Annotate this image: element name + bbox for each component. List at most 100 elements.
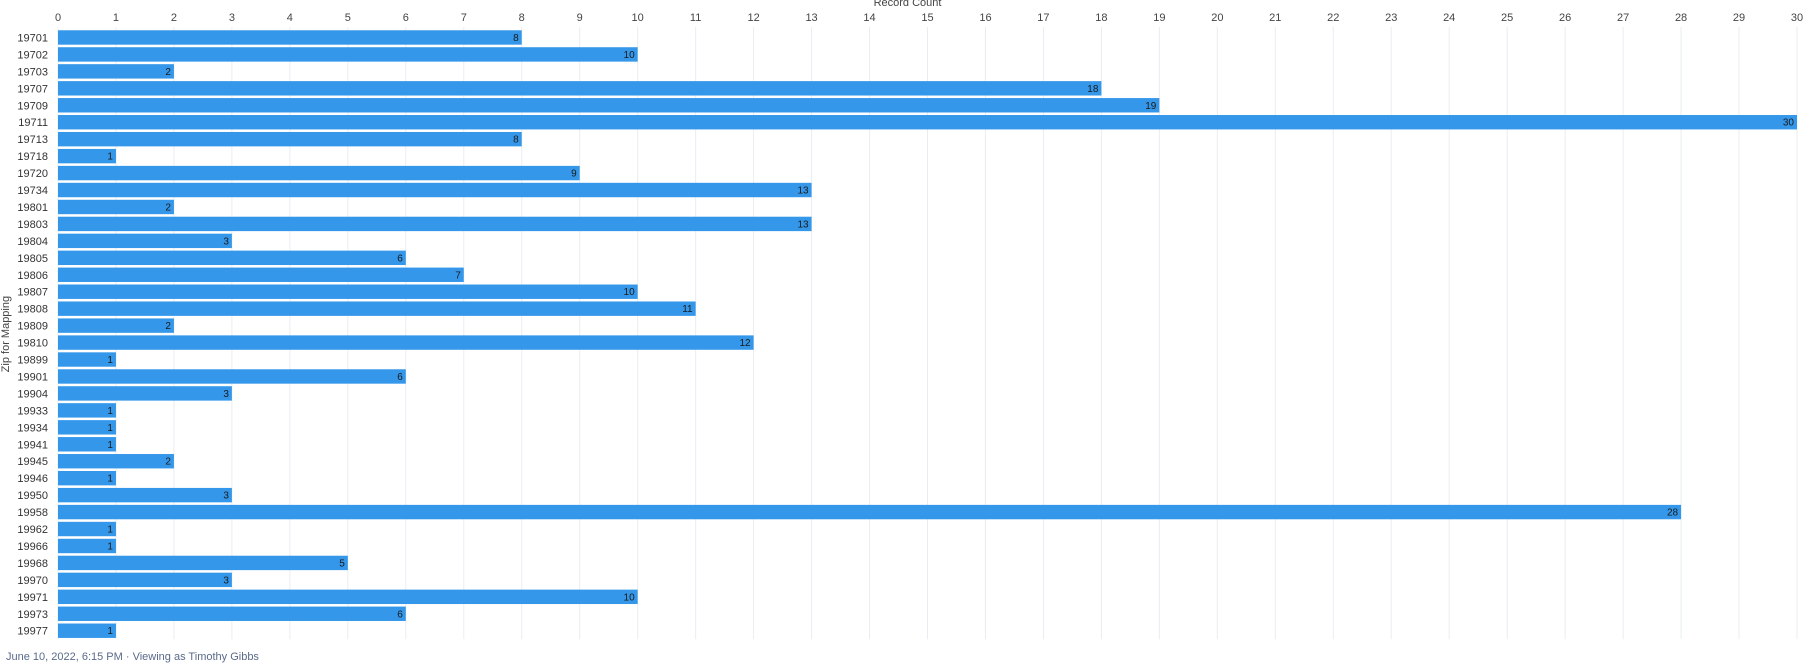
x-tick-label: 13: [805, 12, 817, 24]
data-label: 12: [739, 338, 751, 349]
category-label: 19899: [17, 355, 48, 367]
x-tick-label: 16: [979, 12, 991, 24]
data-label: 1: [107, 474, 113, 485]
bar[interactable]: [58, 572, 232, 588]
bar[interactable]: [58, 182, 812, 198]
bar[interactable]: [58, 30, 522, 45]
x-tick-label: 7: [461, 12, 467, 24]
category-label: 19968: [17, 558, 48, 570]
bar[interactable]: [58, 284, 638, 299]
category-label-layer: 19701 19702 19703 19707 19709 19711 19713 19718…: [17, 32, 48, 637]
bar[interactable]: [58, 589, 638, 605]
bar[interactable]: [58, 538, 116, 554]
x-tick-label: 4: [287, 12, 293, 24]
bar-layer: [58, 30, 1797, 638]
data-label: 13: [797, 186, 809, 197]
bar[interactable]: [58, 98, 1160, 113]
bar[interactable]: [58, 267, 464, 282]
bar[interactable]: [58, 250, 406, 266]
category-label: 19958: [17, 507, 48, 519]
bar[interactable]: [58, 233, 232, 249]
bar[interactable]: [58, 199, 174, 215]
bar[interactable]: [58, 403, 116, 418]
bar[interactable]: [58, 437, 116, 452]
x-tick-label: 2: [171, 12, 177, 24]
x-tick-label: 11: [690, 12, 701, 24]
data-label: 6: [397, 609, 403, 620]
bar[interactable]: [58, 47, 638, 62]
category-label: 19718: [17, 151, 48, 163]
bar[interactable]: [58, 115, 1797, 130]
data-label: 28: [1667, 508, 1679, 519]
x-tick-label: 8: [519, 12, 525, 24]
bar[interactable]: [58, 454, 174, 469]
data-label: 1: [107, 525, 113, 536]
bar[interactable]: [58, 81, 1102, 96]
bar[interactable]: [58, 386, 232, 401]
x-tick-label: 23: [1385, 12, 1397, 24]
category-label: 19809: [17, 321, 48, 333]
x-tick-label: 10: [632, 12, 644, 24]
bar[interactable]: [58, 64, 174, 79]
category-label: 19941: [17, 439, 48, 451]
data-label: 6: [397, 253, 403, 264]
bar[interactable]: [58, 216, 812, 232]
data-label: 10: [624, 287, 636, 298]
category-label: 19946: [17, 473, 48, 485]
x-tick-label: 6: [403, 12, 409, 24]
category-label: 19810: [17, 338, 48, 350]
x-tick-label: 17: [1037, 12, 1049, 24]
bar[interactable]: [58, 352, 116, 367]
x-tick-label: 27: [1617, 12, 1629, 24]
bar[interactable]: [58, 521, 116, 537]
data-label: 30: [1783, 118, 1795, 129]
bar[interactable]: [58, 606, 406, 621]
bar[interactable]: [58, 369, 406, 384]
x-tick-label: 29: [1733, 12, 1745, 24]
category-label: 19945: [17, 456, 48, 468]
bar[interactable]: [58, 420, 116, 435]
y-axis-title: Zip for Mapping: [0, 296, 12, 372]
category-label: 19734: [17, 185, 48, 197]
data-label: 6: [397, 372, 403, 383]
category-label: 19801: [17, 202, 48, 214]
footer-text: June 10, 2022, 6:15 PM · Viewing as Timo…: [6, 651, 259, 663]
x-tick-label: 15: [921, 12, 933, 24]
x-tick-label: 28: [1675, 12, 1687, 24]
bar[interactable]: [58, 623, 116, 638]
data-label: 3: [223, 491, 229, 502]
data-label: 8: [513, 135, 519, 146]
data-label: 2: [165, 67, 171, 78]
bar[interactable]: [58, 301, 696, 316]
bar[interactable]: [58, 504, 1682, 520]
data-label: 2: [165, 202, 171, 213]
category-label: 19703: [17, 66, 48, 78]
bar[interactable]: [58, 148, 116, 164]
bar[interactable]: [58, 335, 754, 350]
data-label: 1: [107, 406, 113, 417]
data-label: 7: [455, 270, 461, 281]
bar[interactable]: [58, 131, 522, 147]
data-label: 3: [223, 575, 229, 586]
bar[interactable]: [58, 165, 580, 181]
data-label: 1: [107, 440, 113, 451]
x-tick-label: 14: [863, 12, 875, 24]
data-label: 2: [165, 457, 171, 468]
data-label: 10: [624, 50, 636, 61]
x-tick-label: 26: [1559, 12, 1571, 24]
data-label: 1: [107, 541, 113, 552]
data-label: 1: [107, 626, 113, 637]
category-label: 19806: [17, 270, 48, 282]
bar[interactable]: [58, 487, 232, 503]
category-label: 19711: [18, 117, 48, 129]
x-tick-label: 24: [1443, 12, 1455, 24]
category-label: 19803: [17, 219, 48, 231]
category-label: 19934: [17, 422, 48, 434]
bar[interactable]: [58, 470, 116, 486]
x-tick-label: 22: [1327, 12, 1339, 24]
bar[interactable]: [58, 555, 348, 571]
bar[interactable]: [58, 318, 174, 333]
x-tick-label: 0: [55, 12, 61, 24]
category-label: 19709: [17, 100, 48, 112]
data-label: 1: [107, 355, 113, 366]
